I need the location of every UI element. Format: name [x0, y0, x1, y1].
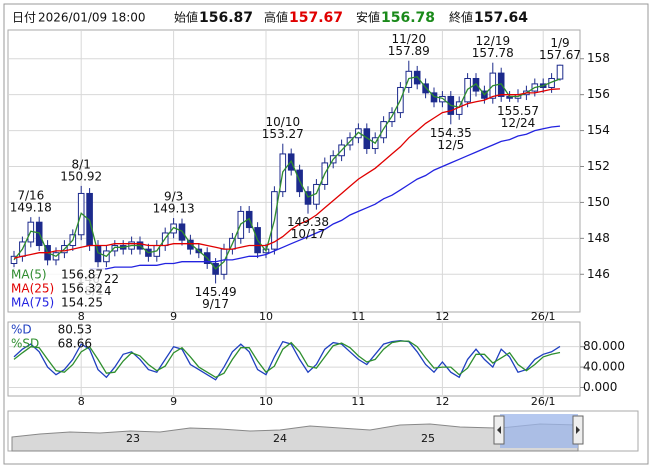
annotation-value: 157.89 [388, 44, 430, 58]
ma-line [13, 88, 561, 259]
y-tick-label: 0.000 [583, 380, 617, 394]
x-tick-label: 8 [78, 310, 85, 323]
x-tick-label: 9 [170, 310, 177, 323]
annotation-date: 7/16 [17, 189, 44, 203]
annotation-date: 10/10 [266, 115, 301, 129]
y-tick-label: 152 [587, 159, 610, 173]
ma-legend: MA(5) 156.87 MA(25) 156.32 MA(75) 154.25 [9, 267, 105, 311]
navigator-label: 23 [126, 432, 140, 445]
x-tick-label: 10 [259, 310, 273, 323]
date-label: 日付 [12, 11, 36, 25]
legend-value: 156.32 [61, 282, 103, 296]
candle-body [439, 95, 446, 103]
y-tick-label: 154 [587, 123, 610, 137]
navigator-label: 25 [421, 432, 435, 445]
legend-box [9, 267, 105, 311]
price-panel [7, 29, 581, 313]
high-label: 高値 [264, 10, 288, 25]
annotation-value: 154.35 [430, 126, 472, 140]
candle-body [187, 239, 194, 250]
annotation-date: 12/24 [501, 116, 536, 130]
x-tick-label: 12 [435, 395, 449, 408]
annotation-date: 9/17 [202, 297, 229, 311]
candle-body [10, 255, 18, 265]
legend-name: MA(5) [11, 268, 47, 282]
navigator-label: 24 [273, 432, 287, 445]
annotation-date: 10/17 [291, 227, 326, 241]
annotation-value: 149.13 [153, 202, 195, 216]
open-value: 156.87 [199, 10, 253, 26]
annotation-date: 12/19 [476, 34, 511, 48]
date: 2026/01/09 18:00 [38, 11, 146, 25]
x-tick-label: 9 [170, 395, 177, 408]
y-tick-label: 80.000 [583, 339, 625, 353]
navigator-window[interactable] [500, 414, 578, 448]
close-label: 終値 [449, 10, 473, 25]
header: 日付 2026/01/09 18:00 始値 156.87 高値 157.67 … [12, 10, 528, 27]
y-tick-label: 156 [587, 87, 610, 101]
annotation-date: 8/1 [72, 157, 91, 171]
annotation-value: 149.18 [10, 201, 52, 215]
legend-value: 154.25 [61, 296, 103, 310]
x-tick-label: 26/1 [531, 395, 556, 408]
legend-value: 68.66 [58, 337, 92, 351]
x-tick-label: 8 [78, 395, 85, 408]
candle-body [556, 64, 564, 80]
y-tick-label: 148 [587, 231, 610, 245]
stoch-line [13, 340, 561, 379]
annotation-value: 155.57 [497, 104, 539, 118]
y-tick-label: 40.000 [583, 360, 625, 374]
annotation-value: 157.67 [539, 48, 581, 62]
annotation-date: 1/9 [550, 36, 569, 50]
annotation-value: 150.92 [60, 169, 102, 183]
ma-line [89, 125, 561, 270]
x-tick-label: 12 [435, 310, 449, 323]
annotation-date: 11/20 [392, 32, 427, 46]
annotation-value: 145.49 [195, 285, 237, 299]
ma-line [13, 75, 561, 270]
legend-name: MA(25) [11, 282, 54, 296]
annotation-value: 153.27 [262, 127, 304, 141]
x-tick-label: 26/1 [531, 310, 556, 323]
candle-body [363, 128, 371, 150]
low-label: 安値 [356, 10, 380, 25]
legend-value: 80.53 [58, 323, 92, 337]
y-tick-label: 158 [587, 51, 610, 65]
annotation-date: 9/3 [164, 190, 183, 204]
x-tick-label: 10 [259, 395, 273, 408]
legend-name: %D [11, 323, 32, 337]
y-tick-label: 146 [587, 267, 610, 281]
legend-name: %SD [11, 337, 39, 351]
y-tick-label: 150 [587, 195, 610, 209]
high-value: 157.67 [289, 10, 343, 26]
annotation-value: 157.78 [472, 46, 514, 60]
legend-value: 156.87 [61, 268, 103, 282]
low-value: 156.78 [381, 10, 435, 26]
close-value: 157.64 [474, 10, 528, 26]
x-tick-label: 11 [351, 310, 365, 323]
x-tick-label: 11 [351, 395, 365, 408]
annotation-value: 149.38 [287, 215, 329, 229]
annotation-date: 12/5 [437, 138, 464, 152]
legend-name: MA(75) [11, 296, 54, 310]
open-label: 始値 [174, 10, 198, 25]
candle-body [304, 191, 312, 205]
stoch-line [13, 339, 561, 381]
